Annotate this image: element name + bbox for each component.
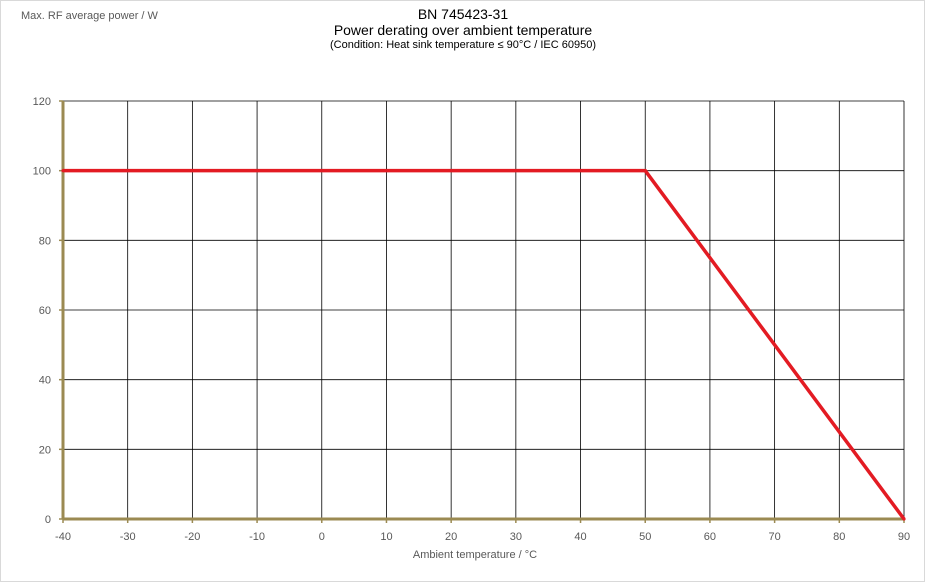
data-point xyxy=(61,169,65,173)
y-tick-label: 60 xyxy=(39,305,51,317)
y-axis-label: Max. RF average power / W xyxy=(21,10,158,22)
x-tick-label: 40 xyxy=(574,531,586,543)
chart-title: BN 745423-31 xyxy=(417,6,509,22)
y-tick-label: 100 xyxy=(33,166,51,178)
y-tick-label: 120 xyxy=(33,96,51,108)
x-tick-label: 60 xyxy=(704,531,716,543)
x-tick-label: -20 xyxy=(184,531,200,543)
x-tick-label: 0 xyxy=(319,531,325,543)
x-tick-label: 20 xyxy=(445,531,457,543)
x-tick-label: 90 xyxy=(898,531,910,543)
chart-condition: (Condition: Heat sink temperature ≤ 90°C… xyxy=(329,39,596,51)
x-tick-label: 70 xyxy=(768,531,780,543)
x-tick-label: -40 xyxy=(55,531,71,543)
y-tick-label: 0 xyxy=(45,514,51,526)
x-tick-label: -30 xyxy=(120,531,136,543)
data-point xyxy=(902,517,906,521)
y-tick-label: 20 xyxy=(39,444,51,456)
x-tick-label: 10 xyxy=(380,531,392,543)
x-tick-label: -10 xyxy=(249,531,265,543)
x-tick-label: 50 xyxy=(639,531,651,543)
x-axis-label: Ambient temperature / °C xyxy=(412,549,538,561)
chart-subtitle: Power derating over ambient temperature xyxy=(333,22,593,38)
data-point xyxy=(643,169,647,173)
x-tick-label: 30 xyxy=(510,531,522,543)
x-tick-label: 80 xyxy=(833,531,845,543)
y-tick-label: 80 xyxy=(39,235,51,247)
derating-line xyxy=(63,168,906,521)
y-tick-label: 40 xyxy=(39,375,51,387)
